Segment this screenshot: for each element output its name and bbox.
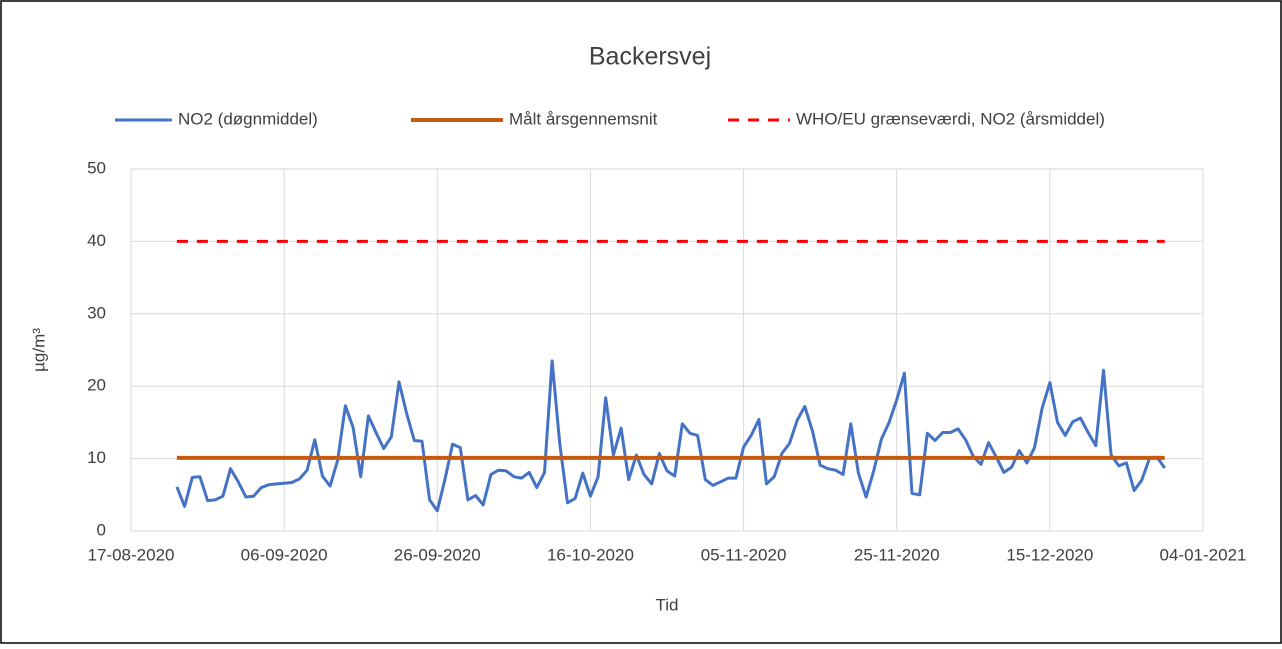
x-tick-label: 04-01-2021 — [1160, 545, 1247, 564]
x-tick-label: 16-10-2020 — [547, 545, 634, 564]
x-tick-label: 25-11-2020 — [854, 545, 940, 564]
y-tick-label: 0 — [97, 520, 106, 539]
legend-label: NO2 (døgnmiddel) — [178, 109, 318, 128]
x-tick-label: 05-11-2020 — [701, 545, 787, 564]
x-tick-label: 06-09-2020 — [241, 545, 328, 564]
y-axis-label: µg/m³ — [29, 328, 48, 372]
y-tick-label: 10 — [87, 448, 106, 467]
y-tick-label: 20 — [87, 376, 106, 395]
y-tick-label: 30 — [87, 303, 106, 322]
x-tick-label: 17-08-2020 — [88, 545, 175, 564]
x-tick-label: 15-12-2020 — [1006, 545, 1093, 564]
chart-title: Backersvej — [589, 43, 711, 71]
x-axis-label: Tid — [656, 595, 679, 614]
legend-label: Målt årsgennemsnit — [509, 109, 658, 128]
series-line — [175, 359, 1166, 513]
y-tick-label: 40 — [87, 231, 106, 250]
x-tick-label: 26-09-2020 — [394, 545, 481, 564]
y-tick-label: 50 — [87, 158, 106, 177]
legend-label: WHO/EU grænseværdi, NO2 (årsmiddel) — [796, 109, 1105, 128]
